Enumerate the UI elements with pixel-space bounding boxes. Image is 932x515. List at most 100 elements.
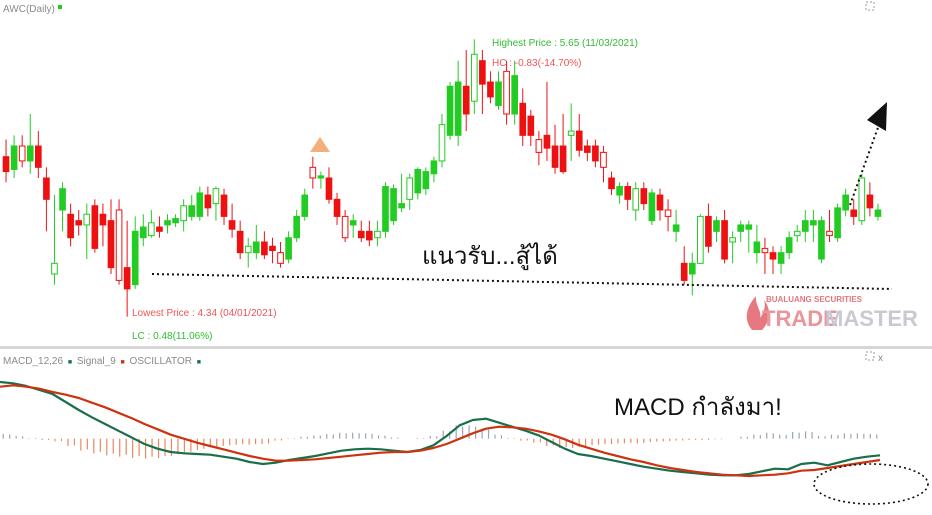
price-title-dot bbox=[58, 5, 62, 9]
candle-body-up bbox=[737, 224, 745, 232]
candle-body-up bbox=[172, 218, 179, 224]
candle-body-up bbox=[131, 230, 139, 286]
breakout-arrow-head bbox=[867, 102, 887, 131]
candle-body-down bbox=[551, 145, 559, 168]
candle-body-up bbox=[648, 192, 656, 222]
trademaster-logo: BUALUANG SECURITIES TRADE MASTER bbox=[746, 295, 918, 331]
candle-body-down bbox=[535, 139, 543, 153]
highlight-ellipse bbox=[813, 463, 929, 505]
candle-body-up bbox=[244, 245, 252, 254]
candle-body-down bbox=[721, 220, 728, 260]
candle-body-down bbox=[592, 145, 599, 162]
macd-panel-title: MACD_12,26 ■ Signal_9 ■ OSCILLATOR ■ bbox=[3, 356, 201, 367]
candle-body-up bbox=[713, 220, 720, 232]
candle-body-up bbox=[874, 209, 882, 217]
candle-body-up bbox=[406, 177, 414, 200]
candle-body-down bbox=[664, 209, 672, 217]
candle-body-up bbox=[317, 175, 325, 179]
candle-body-up bbox=[688, 262, 696, 275]
candle-body-down bbox=[43, 177, 50, 200]
close-icon[interactable]: x bbox=[878, 353, 883, 364]
candle-body-down bbox=[519, 102, 527, 136]
candle-body-down bbox=[527, 115, 535, 136]
candle-body-down bbox=[333, 198, 341, 217]
candle-body-up bbox=[212, 188, 220, 205]
candle-body-up bbox=[139, 226, 147, 239]
candle-body-down bbox=[656, 194, 664, 211]
candle-body-up bbox=[785, 237, 793, 254]
candle-body-up bbox=[301, 194, 309, 217]
candle-body-up bbox=[382, 186, 389, 232]
candle-body-up bbox=[858, 177, 866, 222]
candle-body-down bbox=[18, 145, 26, 162]
candle-body-down bbox=[624, 186, 632, 200]
candle-body-up bbox=[810, 220, 817, 226]
candle-body-up bbox=[422, 171, 430, 190]
support-line bbox=[151, 273, 893, 290]
candle-body-down bbox=[761, 247, 769, 254]
candle-body-down bbox=[575, 130, 583, 151]
candle-body-up bbox=[398, 203, 405, 209]
candle-body-down bbox=[503, 70, 510, 115]
candle-body-up bbox=[567, 130, 575, 136]
candle-body-down bbox=[866, 194, 874, 209]
candle-body-up bbox=[59, 188, 66, 211]
svg-text:BUALUANG SECURITIES: BUALUANG SECURITIES bbox=[766, 295, 863, 304]
candle-body-down bbox=[640, 188, 648, 205]
candle-body-up bbox=[834, 207, 841, 239]
lc-label: LC : 0.48(11.06%) bbox=[132, 331, 212, 342]
candle-body-down bbox=[680, 262, 688, 281]
candle-body-down bbox=[487, 81, 494, 98]
candle-body-up bbox=[801, 220, 809, 232]
candle-body-down bbox=[35, 145, 42, 168]
candlestick-series bbox=[2, 39, 882, 317]
candle-body-down bbox=[91, 205, 99, 249]
candle-body-up bbox=[454, 81, 462, 136]
candle-body-down bbox=[462, 85, 470, 115]
expand-icon[interactable] bbox=[865, 351, 875, 361]
candle-body-up bbox=[745, 224, 753, 230]
candle-body-up bbox=[495, 81, 502, 106]
candle-body-down bbox=[600, 151, 607, 168]
candle-body-up bbox=[632, 188, 640, 211]
candle-body-down bbox=[156, 226, 163, 232]
candle-body-down bbox=[228, 220, 236, 230]
candle-body-up bbox=[293, 215, 301, 239]
candle-body-up bbox=[753, 241, 761, 254]
candle-body-up bbox=[438, 124, 446, 162]
macd-annotation: MACD กำลังมา! bbox=[614, 394, 782, 421]
candle-body-down bbox=[269, 245, 276, 252]
candle-body-down bbox=[220, 194, 228, 217]
candle-body-up bbox=[672, 224, 680, 232]
candle-body-down bbox=[705, 215, 712, 247]
candle-body-up bbox=[164, 220, 171, 226]
candle-body-down bbox=[479, 60, 486, 85]
candle-body-up bbox=[252, 241, 260, 254]
candle-body-up bbox=[148, 222, 155, 237]
candle-body-down bbox=[608, 177, 615, 190]
expand-icon[interactable] bbox=[865, 1, 875, 11]
signal-line bbox=[0, 384, 881, 478]
support-annotation: แนวรับ...สู้ได้ bbox=[422, 242, 558, 271]
candle-body-up bbox=[793, 230, 801, 237]
candle-body-down bbox=[2, 156, 10, 173]
lowest-price-label: Lowest Price : 4.34 (04/01/2021) bbox=[132, 308, 277, 319]
candle-body-up bbox=[196, 192, 204, 217]
candle-body-down bbox=[75, 220, 83, 226]
candle-body-down bbox=[341, 215, 349, 239]
candle-body-down bbox=[559, 145, 567, 173]
signal-triangle-marker bbox=[310, 137, 330, 152]
candle-body-up bbox=[374, 230, 381, 239]
candle-body-up bbox=[414, 168, 422, 194]
candle-body-down bbox=[99, 213, 107, 226]
candle-body-up bbox=[188, 205, 196, 217]
candle-body-up bbox=[446, 85, 454, 136]
candle-body-up bbox=[349, 220, 357, 226]
hc-label: HC : -0.83(-14.70%) bbox=[492, 58, 581, 69]
candle-body-down bbox=[115, 209, 123, 281]
price-panel-title: AWC(Daily) bbox=[3, 4, 55, 15]
candle-body-down bbox=[67, 213, 74, 239]
candle-body-up bbox=[51, 262, 58, 275]
candle-body-down bbox=[769, 252, 777, 260]
